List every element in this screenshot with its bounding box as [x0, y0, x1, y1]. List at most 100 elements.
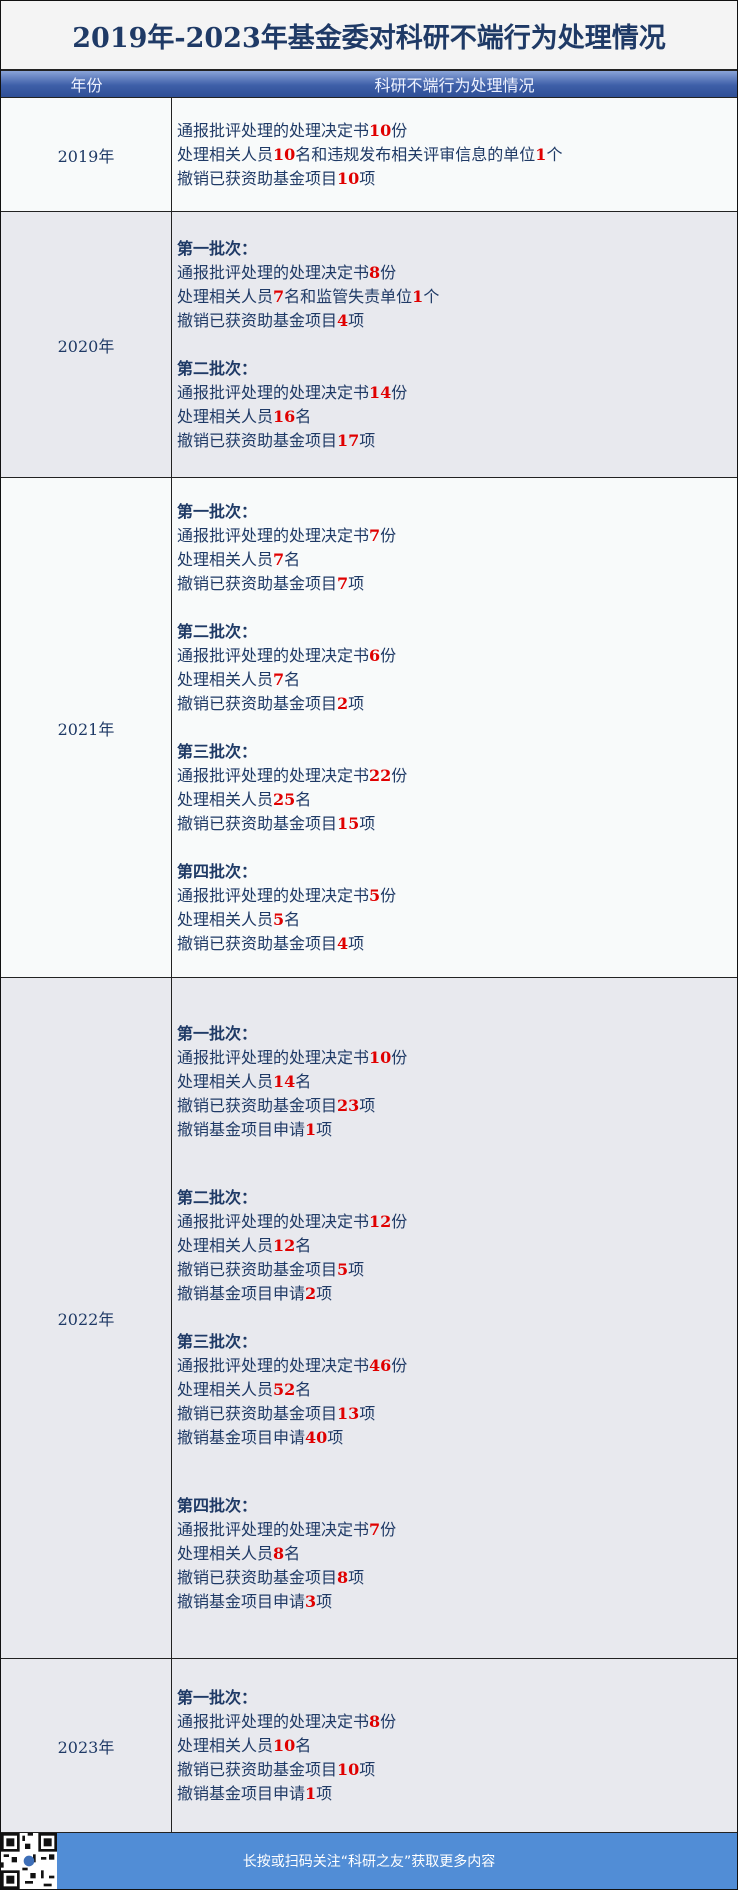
detail-text: 通报批评处理的处理决定书	[177, 1520, 370, 1539]
count-value: 10	[337, 168, 360, 188]
detail-line: 处理相关人员7名	[177, 548, 737, 572]
count-value: 1	[412, 286, 424, 306]
count-value: 10	[273, 1735, 296, 1755]
detail-text: 通报批评处理的处理决定书	[177, 1356, 370, 1375]
detail-text: 撤销已获资助基金项目	[177, 168, 338, 188]
count-value: 12	[273, 1236, 296, 1255]
detail-text: 名	[284, 1544, 301, 1563]
detail-text: 处理相关人员	[177, 1380, 274, 1399]
batch-label: 第一批次：	[177, 238, 258, 258]
detail-text: 处理相关人员	[177, 669, 274, 689]
qr-code-icon[interactable]	[1, 1833, 57, 1889]
batch-group: 第一批次： 通报批评处理的处理决定书8份 处理相关人员7名和监管失责单位1个 撤销已获…	[177, 237, 737, 333]
detail-line: 撤销基金项目申请1项	[177, 1118, 737, 1142]
detail-text: 名	[295, 406, 312, 426]
detail-line: 撤销基金项目申请40项	[177, 1426, 737, 1450]
count-value: 8	[273, 1544, 285, 1563]
year-cell: 2020年	[1, 212, 172, 477]
count-value: 1	[305, 1120, 317, 1139]
detail-text: 处理相关人员	[177, 286, 274, 306]
detail-text: 撤销已获资助基金项目	[177, 1260, 338, 1279]
count-value: 17	[337, 430, 360, 450]
batch-label: 第一批次：	[177, 501, 258, 521]
table-row: 2023年 第一批次： 通报批评处理的处理决定书8份 处理相关人员10名 撤销已获资助基…	[1, 1659, 737, 1833]
batch-label: 第一批次：	[177, 1024, 258, 1043]
batch-group: 第二批次： 通报批评处理的处理决定书12份 处理相关人员12名 撤销已获资助基金项目5…	[177, 1186, 737, 1306]
detail-text: 项	[359, 1096, 376, 1115]
detail-text: 项	[348, 1568, 365, 1587]
detail-text: 名	[295, 1380, 312, 1399]
detail-text: 撤销基金项目申请	[177, 1783, 306, 1803]
detail-text: 处理相关人员	[177, 144, 274, 164]
header-details: 科研不端行为处理情况	[374, 76, 535, 95]
batch-group: 第二批次： 通报批评处理的处理决定书14份 处理相关人员16名 撤销已获资助基金项目1…	[177, 357, 737, 453]
detail-line: 通报批评处理的处理决定书14份	[177, 381, 737, 405]
detail-text: 名和违规发布相关评审信息的单位	[295, 144, 536, 164]
details-cell: 通报批评处理的处理决定书10份 处理相关人员10名和违规发布相关评审信息的单位1个…	[172, 98, 737, 211]
detail-text: 处理相关人员	[177, 1236, 274, 1255]
footer-text: 长按或扫码关注“科研之友”获取更多内容	[242, 1854, 496, 1870]
footer-banner[interactable]: 长按或扫码关注“科研之友”获取更多内容	[1, 1833, 737, 1889]
batch-label: 第二批次：	[177, 1188, 258, 1207]
batch-group: 通报批评处理的处理决定书10份 处理相关人员10名和违规发布相关评审信息的单位1个…	[177, 119, 737, 191]
detail-line: 撤销已获资助基金项目4项	[177, 309, 737, 333]
detail-line: 通报批评处理的处理决定书10份	[177, 1046, 737, 1070]
detail-text: 项	[316, 1284, 333, 1303]
detail-text: 份	[391, 120, 408, 140]
detail-line: 撤销已获资助基金项目10项	[177, 167, 737, 191]
detail-text: 通报批评处理的处理决定书	[177, 885, 370, 905]
batch-group: 第一批次： 通报批评处理的处理决定书7份 处理相关人员7名 撤销已获资助基金项目7项	[177, 500, 737, 596]
count-value: 2	[337, 693, 349, 713]
count-value: 52	[273, 1380, 296, 1399]
count-value: 12	[369, 1212, 392, 1231]
detail-line: 撤销基金项目申请3项	[177, 1590, 737, 1614]
detail-text: 份	[380, 645, 397, 665]
count-value: 25	[273, 789, 296, 809]
detail-text: 项	[327, 1428, 344, 1447]
detail-text: 撤销已获资助基金项目	[177, 1404, 338, 1423]
detail-text: 处理相关人员	[177, 1735, 274, 1755]
detail-text: 处理相关人员	[177, 549, 274, 569]
count-value: 7	[369, 1520, 381, 1539]
batch-group: 第三批次： 通报批评处理的处理决定书46份 处理相关人员52名 撤销已获资助基金项目1…	[177, 1330, 737, 1450]
table-body: 2019年 通报批评处理的处理决定书10份 处理相关人员10名和违规发布相关评审信息…	[1, 98, 737, 1833]
detail-text: 个	[546, 144, 563, 164]
detail-line: 处理相关人员14名	[177, 1070, 737, 1094]
detail-line: 通报批评处理的处理决定书5份	[177, 884, 737, 908]
count-value: 7	[273, 669, 285, 689]
count-value: 7	[273, 286, 285, 306]
detail-text: 名	[284, 669, 301, 689]
detail-line: 通报批评处理的处理决定书7份	[177, 1518, 737, 1542]
count-value: 1	[535, 144, 547, 164]
count-value: 22	[369, 765, 392, 785]
count-value: 13	[337, 1404, 360, 1423]
details-cell: 第一批次： 通报批评处理的处理决定书10份 处理相关人员14名 撤销已获资助基金项目2…	[172, 978, 737, 1658]
year-cell: 2023年	[1, 1659, 172, 1832]
detail-text: 项	[359, 168, 376, 188]
detail-line: 通报批评处理的处理决定书7份	[177, 524, 737, 548]
batch-group: 第一批次： 通报批评处理的处理决定书10份 处理相关人员14名 撤销已获资助基金项目2…	[177, 1022, 737, 1142]
count-value: 23	[337, 1096, 360, 1115]
detail-text: 名	[295, 1072, 312, 1091]
detail-text: 撤销已获资助基金项目	[177, 1096, 338, 1115]
year-cell: 2022年	[1, 978, 172, 1658]
detail-text: 份	[391, 382, 408, 402]
detail-text: 份	[380, 1711, 397, 1731]
detail-line: 撤销基金项目申请1项	[177, 1782, 737, 1806]
detail-text: 项	[316, 1120, 333, 1139]
detail-text: 名	[295, 1236, 312, 1255]
detail-text: 撤销已获资助基金项目	[177, 813, 338, 833]
detail-line: 处理相关人员25名	[177, 788, 737, 812]
detail-text: 项	[359, 1404, 376, 1423]
detail-text: 项	[359, 813, 376, 833]
detail-text: 通报批评处理的处理决定书	[177, 1212, 370, 1231]
detail-line: 撤销已获资助基金项目17项	[177, 429, 737, 453]
count-value: 7	[337, 573, 349, 593]
detail-line: 撤销已获资助基金项目23项	[177, 1094, 737, 1118]
detail-text: 份	[380, 885, 397, 905]
detail-line: 处理相关人员12名	[177, 1234, 737, 1258]
detail-text: 处理相关人员	[177, 1072, 274, 1091]
batch-label: 第四批次：	[177, 861, 258, 881]
detail-text: 撤销基金项目申请	[177, 1428, 306, 1447]
detail-text: 个	[423, 286, 440, 306]
